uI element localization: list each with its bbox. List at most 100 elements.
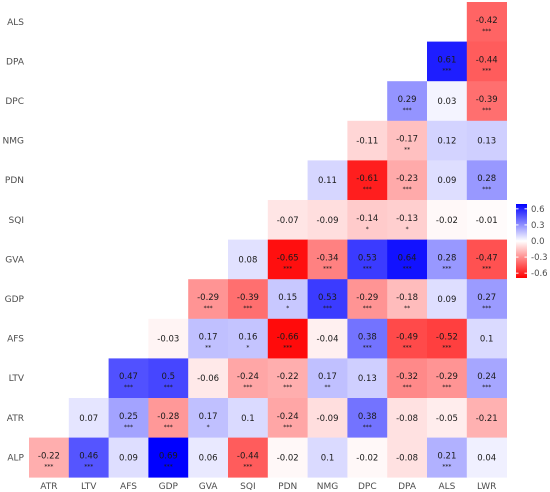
cell-value-label: 0.15	[278, 293, 297, 303]
cell-rect	[188, 358, 229, 399]
cell-rect	[307, 200, 348, 240]
cell-value-label: 0.06	[199, 453, 218, 463]
heatmap-cell-dpc-lwr: -0.39 ***	[466, 81, 507, 122]
cell-value-label: 0.53	[318, 293, 337, 303]
cell-rect	[466, 200, 507, 240]
y-tick-gdp: GDP	[5, 295, 25, 305]
cell-significance-label: ***	[482, 28, 491, 35]
heatmap-cell-alp-sqi: -0.44 ***	[228, 437, 269, 478]
cell-rect	[347, 318, 388, 359]
cell-value-label: -0.29	[197, 293, 219, 303]
cell-significance-label: ***	[482, 186, 491, 193]
cell-rect	[228, 398, 269, 438]
cell-rect	[347, 239, 388, 280]
heatmap-cell-ltv-als: -0.29 ***	[427, 358, 468, 399]
cell-rect	[68, 398, 109, 438]
cell-rect	[466, 279, 507, 320]
cell-rect	[427, 239, 468, 280]
heatmap-cell-nmg-als: 0.12	[427, 120, 468, 161]
cell-significance-label: ***	[403, 345, 412, 352]
cell-rect	[267, 358, 308, 399]
heatmap-cell-atr-dpc: 0.38 ***	[347, 398, 388, 438]
cell-rect	[466, 120, 507, 161]
cell-value-label: -0.17	[396, 135, 418, 145]
cell-value-label: -0.42	[476, 16, 498, 26]
cell-significance-label: ***	[482, 384, 491, 391]
cell-significance-label: ***	[363, 265, 372, 272]
cell-value-label: 0.11	[318, 176, 337, 186]
cell-value-label: 0.38	[358, 333, 377, 343]
cell-rect	[228, 239, 269, 280]
cell-value-label: -0.11	[356, 137, 378, 147]
cell-rect	[188, 437, 229, 478]
cell-rect	[427, 358, 468, 399]
cell-rect	[466, 437, 507, 478]
cell-rect	[466, 81, 507, 122]
cell-value-label: 0.16	[238, 333, 257, 343]
x-tick-dpc: DPC	[358, 482, 377, 492]
cell-value-label: -0.49	[396, 333, 418, 343]
cell-rect	[148, 437, 189, 478]
heatmap-cell-pdn-dpa: -0.23 ***	[387, 160, 428, 201]
cell-value-label: 0.09	[437, 295, 456, 305]
cell-significance-label: *	[246, 345, 249, 352]
cell-value-label: 0.13	[477, 137, 496, 147]
cell-rect	[347, 160, 388, 201]
y-tick-atr: ATR	[7, 414, 24, 424]
cell-value-label: -0.47	[476, 253, 498, 263]
heatmap-cell-afs-als: -0.52 ***	[427, 318, 468, 359]
cell-value-label: 0.09	[437, 176, 456, 186]
heatmap-cell-atr-sqi: 0.1	[228, 398, 269, 438]
cell-significance-label: ***	[84, 463, 93, 470]
heatmap-cell-dpc-dpa: 0.29 ***	[387, 81, 428, 122]
heatmap-cell-sqi-als: -0.02	[427, 200, 468, 240]
cell-rect	[148, 318, 189, 359]
cell-value-label: 0.1	[480, 335, 494, 345]
cell-value-label: -0.39	[476, 95, 498, 105]
cell-value-label: -0.08	[396, 453, 418, 463]
heatmap-cell-pdn-lwr: 0.28 ***	[466, 160, 507, 201]
cell-rect	[427, 437, 468, 478]
cell-rect	[228, 358, 269, 399]
heatmap-cell-alp-dpa: -0.08	[387, 437, 428, 478]
cell-value-label: 0.5	[162, 372, 176, 382]
cell-significance-label: ***	[124, 424, 133, 431]
y-tick-dpa: DPA	[6, 57, 25, 67]
cell-rect	[387, 318, 428, 359]
cell-significance-label: ***	[283, 384, 292, 391]
cell-value-label: -0.24	[277, 412, 299, 422]
heatmap-cell-sqi-nmg: -0.09	[307, 200, 348, 240]
x-tick-sqi: SQI	[240, 482, 255, 492]
cell-value-label: 0.04	[477, 453, 496, 463]
cell-value-label: -0.29	[436, 372, 458, 382]
heatmap-cell-atr-nmg: -0.09	[307, 398, 348, 438]
cell-rect	[188, 318, 229, 359]
cell-rect	[108, 398, 149, 438]
cell-significance-label: ***	[403, 384, 412, 391]
x-tick-dpa: DPA	[398, 482, 417, 492]
cell-significance-label: ***	[363, 424, 372, 431]
x-tick-pdn: PDN	[278, 482, 297, 492]
cell-rect	[267, 279, 308, 320]
cell-significance-label: **	[404, 305, 410, 312]
cell-value-label: -0.06	[197, 374, 219, 384]
cell-rect	[427, 41, 468, 82]
cell-rect	[387, 437, 428, 478]
cell-value-label: -0.02	[277, 453, 299, 463]
cell-significance-label: ***	[482, 67, 491, 74]
cell-value-label: 0.08	[238, 255, 257, 265]
heatmap-cell-gva-dpa: 0.64 ***	[387, 239, 428, 280]
heatmap-cell-alp-lwr: 0.04	[466, 437, 507, 478]
cell-rect	[148, 398, 189, 438]
heatmap-cell-atr-dpa: -0.08	[387, 398, 428, 438]
cell-rect	[466, 160, 507, 201]
cell-rect	[347, 358, 388, 399]
cell-significance-label: ***	[283, 424, 292, 431]
y-tick-als: ALS	[7, 18, 24, 28]
cell-significance-label: ***	[442, 384, 451, 391]
x-tick-als: ALS	[438, 482, 455, 492]
cell-significance-label: *	[406, 226, 409, 233]
heatmap-cell-gdp-sqi: -0.39 ***	[228, 279, 269, 320]
cell-rect	[188, 398, 229, 438]
